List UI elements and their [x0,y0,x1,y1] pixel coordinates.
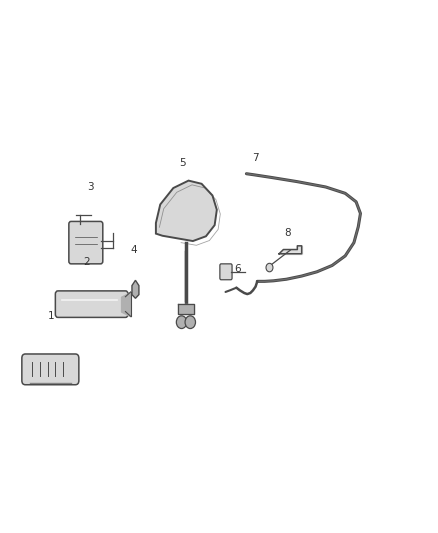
Polygon shape [279,246,302,254]
Polygon shape [156,181,217,241]
Text: 3: 3 [87,182,94,192]
Text: 4: 4 [131,245,138,255]
Circle shape [266,263,273,272]
Text: 8: 8 [284,229,291,238]
Circle shape [177,316,187,328]
Text: 5: 5 [179,158,185,168]
Polygon shape [178,304,194,314]
Polygon shape [132,280,139,298]
FancyBboxPatch shape [22,354,79,385]
Text: 1: 1 [48,311,55,320]
Text: 2: 2 [83,256,89,266]
FancyBboxPatch shape [69,221,103,264]
FancyBboxPatch shape [55,291,128,317]
Text: 7: 7 [252,153,258,163]
Circle shape [185,316,195,328]
Text: 6: 6 [234,264,241,274]
FancyBboxPatch shape [220,264,232,280]
